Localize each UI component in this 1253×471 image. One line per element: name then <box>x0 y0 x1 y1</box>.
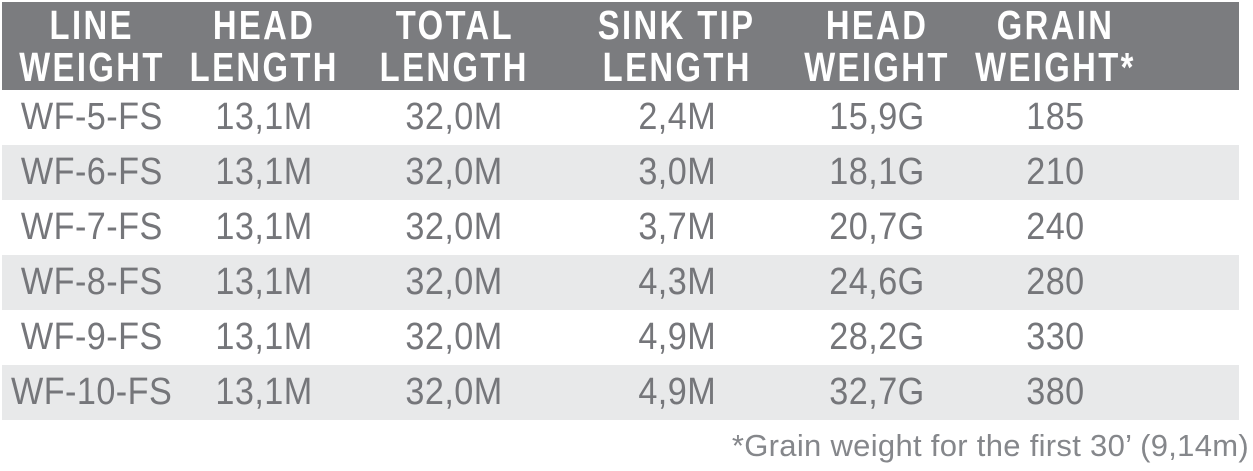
cell-value: 32,0M <box>405 151 504 193</box>
cell-value: 32,0M <box>405 96 504 138</box>
cell-value: 4,3M <box>638 261 716 303</box>
cell-value: 240 <box>1026 206 1085 248</box>
column-header-label: LENGTH <box>602 44 752 90</box>
column-header-total-length: TOTAL LENGTH <box>347 4 562 88</box>
cell-value: 32,0M <box>405 316 504 358</box>
table-cell: 330 <box>962 310 1149 365</box>
cell-value: 32,0M <box>405 206 504 248</box>
cell-value: 13,1M <box>215 316 314 358</box>
cell-value: 330 <box>1026 316 1085 358</box>
cell-value: 3,7M <box>638 206 716 248</box>
table-cell: WF-6-FS <box>2 145 182 200</box>
cell-value: 210 <box>1026 151 1085 193</box>
table-cell: 32,0M <box>347 90 562 145</box>
table-row-wf-7-fs: WF-7-FS 13,1M 32,0M 3,7M 20,7G 240 <box>2 200 1239 255</box>
table-cell: 3,7M <box>562 200 792 255</box>
table-cell: 2,4M <box>562 90 792 145</box>
table-row-wf-6-fs: WF-6-FS 13,1M 32,0M 3,0M 18,1G 210 <box>2 145 1239 200</box>
table-cell: 15,9G <box>792 90 962 145</box>
table-cell: 13,1M <box>182 90 347 145</box>
column-header-label: LENGTH <box>379 44 530 90</box>
column-header-sink-tip-length: SINK TIP LENGTH <box>562 4 792 88</box>
column-header-label: GRAIN <box>996 2 1115 48</box>
table-cell: 13,1M <box>182 255 347 310</box>
table-cell: WF-10-FS <box>2 365 182 420</box>
table-row-wf-9-fs: WF-9-FS 13,1M 32,0M 4,9M 28,2G 330 <box>2 310 1239 365</box>
table-cell: 24,6G <box>792 255 962 310</box>
cell-value: WF-8-FS <box>21 261 163 303</box>
cell-value: 15,9G <box>829 96 925 138</box>
column-header-label: WEIGHT <box>804 44 950 90</box>
table-cell: 13,1M <box>182 145 347 200</box>
table-row-wf-5-fs: WF-5-FS 13,1M 32,0M 2,4M 15,9G 185 <box>2 90 1239 145</box>
cell-value: 280 <box>1026 261 1085 303</box>
table-cell: 380 <box>962 365 1149 420</box>
column-header-grain-weight: GRAIN WEIGHT* <box>962 4 1149 88</box>
column-header-label: HEAD <box>825 2 929 48</box>
table-cell: 13,1M <box>182 365 347 420</box>
column-header-label: WEIGHT <box>19 44 165 90</box>
line-spec-table: LINE WEIGHT HEAD LENGTH TOTAL LENGTH SIN… <box>2 2 1239 420</box>
cell-value: 185 <box>1026 96 1085 138</box>
table-cell: 280 <box>962 255 1149 310</box>
cell-value: 28,2G <box>829 316 925 358</box>
table-cell: WF-7-FS <box>2 200 182 255</box>
table-cell: 240 <box>962 200 1149 255</box>
table-row-wf-8-fs: WF-8-FS 13,1M 32,0M 4,3M 24,6G 280 <box>2 255 1239 310</box>
column-header-label: SINK TIP <box>598 2 756 48</box>
cell-value: 18,1G <box>829 151 925 193</box>
cell-value: 13,1M <box>215 261 314 303</box>
table-cell: WF-8-FS <box>2 255 182 310</box>
cell-value: 32,7G <box>829 371 925 413</box>
cell-value: 13,1M <box>215 371 314 413</box>
table-cell: 4,9M <box>562 365 792 420</box>
cell-value: 4,9M <box>638 316 716 358</box>
column-header-label: LINE <box>49 2 135 48</box>
table-cell: 28,2G <box>792 310 962 365</box>
cell-value: 3,0M <box>638 151 716 193</box>
column-header-label: TOTAL <box>395 2 514 48</box>
cell-value: 13,1M <box>215 96 314 138</box>
table-cell: 32,0M <box>347 365 562 420</box>
cell-value: 13,1M <box>215 206 314 248</box>
cell-value: WF-10-FS <box>11 371 173 413</box>
cell-value: 32,0M <box>405 261 504 303</box>
cell-value: 32,0M <box>405 371 504 413</box>
table-cell: 13,1M <box>182 310 347 365</box>
column-header-label: WEIGHT* <box>975 44 1136 90</box>
cell-value: WF-7-FS <box>21 206 163 248</box>
table-cell: WF-5-FS <box>2 90 182 145</box>
column-header-label: LENGTH <box>189 44 340 90</box>
table-row-wf-10-fs: WF-10-FS 13,1M 32,0M 4,9M 32,7G 380 <box>2 365 1239 420</box>
column-header-head-weight: HEAD WEIGHT <box>792 4 962 88</box>
column-header-label: HEAD <box>213 2 316 48</box>
table-cell: 32,0M <box>347 200 562 255</box>
table-cell: 210 <box>962 145 1149 200</box>
table-cell: 20,7G <box>792 200 962 255</box>
cell-value: 20,7G <box>829 206 925 248</box>
table-cell: 32,0M <box>347 255 562 310</box>
cell-value: WF-5-FS <box>21 96 163 138</box>
table-cell: WF-9-FS <box>2 310 182 365</box>
table-cell: 185 <box>962 90 1149 145</box>
cell-value: 380 <box>1026 371 1085 413</box>
cell-value: 4,9M <box>638 371 716 413</box>
cell-value: 24,6G <box>829 261 925 303</box>
table-header-row: LINE WEIGHT HEAD LENGTH TOTAL LENGTH SIN… <box>2 2 1239 90</box>
cell-value: WF-6-FS <box>21 151 163 193</box>
cell-value: WF-9-FS <box>21 316 163 358</box>
table-cell: 32,0M <box>347 310 562 365</box>
column-header-head-length: HEAD LENGTH <box>182 4 347 88</box>
table-cell: 4,3M <box>562 255 792 310</box>
table-cell: 4,9M <box>562 310 792 365</box>
table-cell: 3,0M <box>562 145 792 200</box>
cell-value: 13,1M <box>215 151 314 193</box>
cell-value: 2,4M <box>638 96 716 138</box>
table-cell: 13,1M <box>182 200 347 255</box>
table-cell: 32,0M <box>347 145 562 200</box>
column-header-line-weight: LINE WEIGHT <box>2 4 182 88</box>
grain-weight-footnote: *Grain weight for the first 30’ (9,14m) <box>731 427 1249 463</box>
table-cell: 32,7G <box>792 365 962 420</box>
table-cell: 18,1G <box>792 145 962 200</box>
